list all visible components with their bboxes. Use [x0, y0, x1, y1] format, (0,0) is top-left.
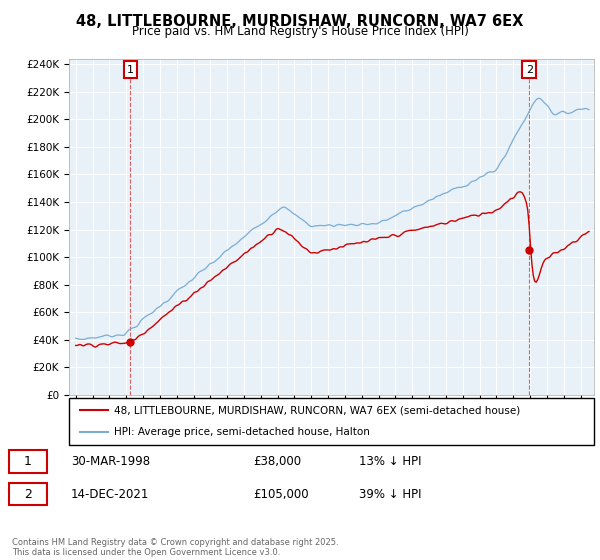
Text: 14-DEC-2021: 14-DEC-2021 [71, 488, 149, 501]
Text: 1: 1 [24, 455, 32, 468]
FancyBboxPatch shape [9, 483, 47, 505]
Text: 2: 2 [24, 488, 32, 501]
Text: 48, LITTLEBOURNE, MURDISHAW, RUNCORN, WA7 6EX: 48, LITTLEBOURNE, MURDISHAW, RUNCORN, WA… [76, 14, 524, 29]
Text: 30-MAR-1998: 30-MAR-1998 [71, 455, 150, 468]
Text: 1: 1 [127, 65, 134, 75]
Text: HPI: Average price, semi-detached house, Halton: HPI: Average price, semi-detached house,… [113, 427, 370, 437]
Text: £38,000: £38,000 [253, 455, 301, 468]
Text: £105,000: £105,000 [253, 488, 308, 501]
FancyBboxPatch shape [9, 450, 47, 473]
Text: Price paid vs. HM Land Registry's House Price Index (HPI): Price paid vs. HM Land Registry's House … [131, 25, 469, 38]
Text: 13% ↓ HPI: 13% ↓ HPI [359, 455, 421, 468]
Text: 39% ↓ HPI: 39% ↓ HPI [359, 488, 421, 501]
Text: Contains HM Land Registry data © Crown copyright and database right 2025.
This d: Contains HM Land Registry data © Crown c… [12, 538, 338, 557]
Text: 2: 2 [526, 65, 533, 75]
Text: 48, LITTLEBOURNE, MURDISHAW, RUNCORN, WA7 6EX (semi-detached house): 48, LITTLEBOURNE, MURDISHAW, RUNCORN, WA… [113, 405, 520, 416]
